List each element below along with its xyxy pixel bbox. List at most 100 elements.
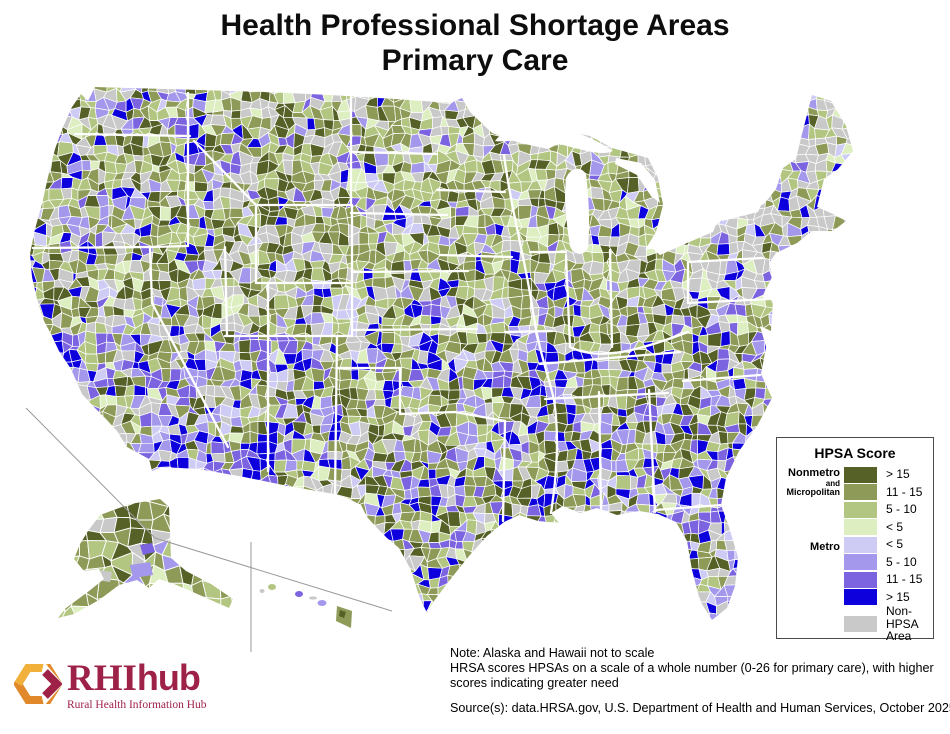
county-shape <box>78 399 92 407</box>
county-shape <box>61 483 72 499</box>
county-shape <box>789 259 803 272</box>
county-shape <box>555 460 569 473</box>
county-shape <box>702 87 710 91</box>
county-shape <box>852 134 853 147</box>
county-shape <box>238 501 250 518</box>
county-shape <box>873 298 884 309</box>
county-shape <box>58 538 74 554</box>
county-shape <box>518 87 529 94</box>
county-shape <box>728 153 735 167</box>
county-shape <box>476 87 486 91</box>
county-shape <box>574 114 586 128</box>
county-shape <box>30 448 45 461</box>
county-shape <box>770 133 784 147</box>
county-shape <box>255 87 271 93</box>
county-shape <box>747 534 757 540</box>
county-shape <box>318 512 335 527</box>
county-shape <box>33 87 45 93</box>
county-shape <box>795 341 807 353</box>
county-shape <box>816 331 826 345</box>
county-shape <box>681 97 689 110</box>
county-shape <box>374 87 387 94</box>
county-shape <box>851 343 853 357</box>
county-shape <box>742 88 755 100</box>
county-shape <box>742 114 752 131</box>
county-shape <box>211 493 224 504</box>
county-shape <box>782 332 791 347</box>
county-shape <box>301 502 316 516</box>
county-shape <box>764 385 775 400</box>
county-shape <box>859 250 872 262</box>
county-shape <box>786 411 803 426</box>
county-shape <box>228 493 240 509</box>
county-shape <box>768 351 784 362</box>
county-shape <box>355 523 368 535</box>
county-shape <box>400 87 415 91</box>
county-shape <box>842 196 853 212</box>
county-shape <box>60 177 74 190</box>
county-shape <box>831 186 848 199</box>
county-shape <box>41 411 54 428</box>
county-shape <box>237 492 249 505</box>
county-shape <box>365 514 376 527</box>
county-shape <box>772 278 782 292</box>
county-shape <box>597 359 610 370</box>
county-shape <box>30 87 36 93</box>
county-shape <box>781 97 794 113</box>
county-shape <box>53 474 65 485</box>
county-shape <box>30 312 36 329</box>
county-shape <box>30 549 37 562</box>
county-shape <box>660 521 677 537</box>
county-shape <box>798 396 809 409</box>
county-shape <box>737 502 748 517</box>
county-shape <box>624 116 638 131</box>
county-shape <box>635 493 650 506</box>
county-shape <box>544 521 560 534</box>
county-shape <box>731 125 749 135</box>
county-shape <box>859 259 872 273</box>
county-shape <box>689 186 700 204</box>
county-shape <box>248 511 261 523</box>
county-shape <box>159 205 171 221</box>
county-shape <box>716 496 731 509</box>
county-shape <box>852 106 853 121</box>
county-shape <box>733 97 749 112</box>
county-shape <box>723 125 740 138</box>
county-shape <box>336 503 351 516</box>
county-shape <box>202 201 215 210</box>
county-shape <box>419 314 432 326</box>
county-shape <box>854 178 862 193</box>
county-shape <box>617 116 627 131</box>
county-shape <box>718 431 729 445</box>
county-shape <box>744 181 756 190</box>
county-shape <box>797 285 811 301</box>
county-shape <box>787 296 799 311</box>
county-shape <box>571 87 581 92</box>
county-shape <box>859 317 871 325</box>
county-shape <box>849 240 853 252</box>
county-shape <box>634 142 649 156</box>
county-shape <box>30 152 36 166</box>
county-shape <box>501 118 513 125</box>
county-shape <box>602 100 613 107</box>
county-shape <box>778 339 790 353</box>
county-shape <box>87 484 98 500</box>
county-shape <box>825 350 835 366</box>
county-shape <box>762 540 773 552</box>
county-shape <box>518 537 529 554</box>
county-shape <box>619 146 631 158</box>
county-shape <box>744 442 752 455</box>
county-shape <box>808 367 816 380</box>
county-shape <box>265 503 279 518</box>
county-shape <box>34 503 47 515</box>
county-shape <box>813 244 825 257</box>
county-shape <box>777 244 794 254</box>
county-shape <box>843 304 853 320</box>
county-shape <box>517 90 527 101</box>
county-shape <box>678 141 694 157</box>
county-shape <box>40 90 55 103</box>
county-shape <box>844 216 853 227</box>
county-shape <box>354 87 368 91</box>
county-shape <box>846 90 853 105</box>
